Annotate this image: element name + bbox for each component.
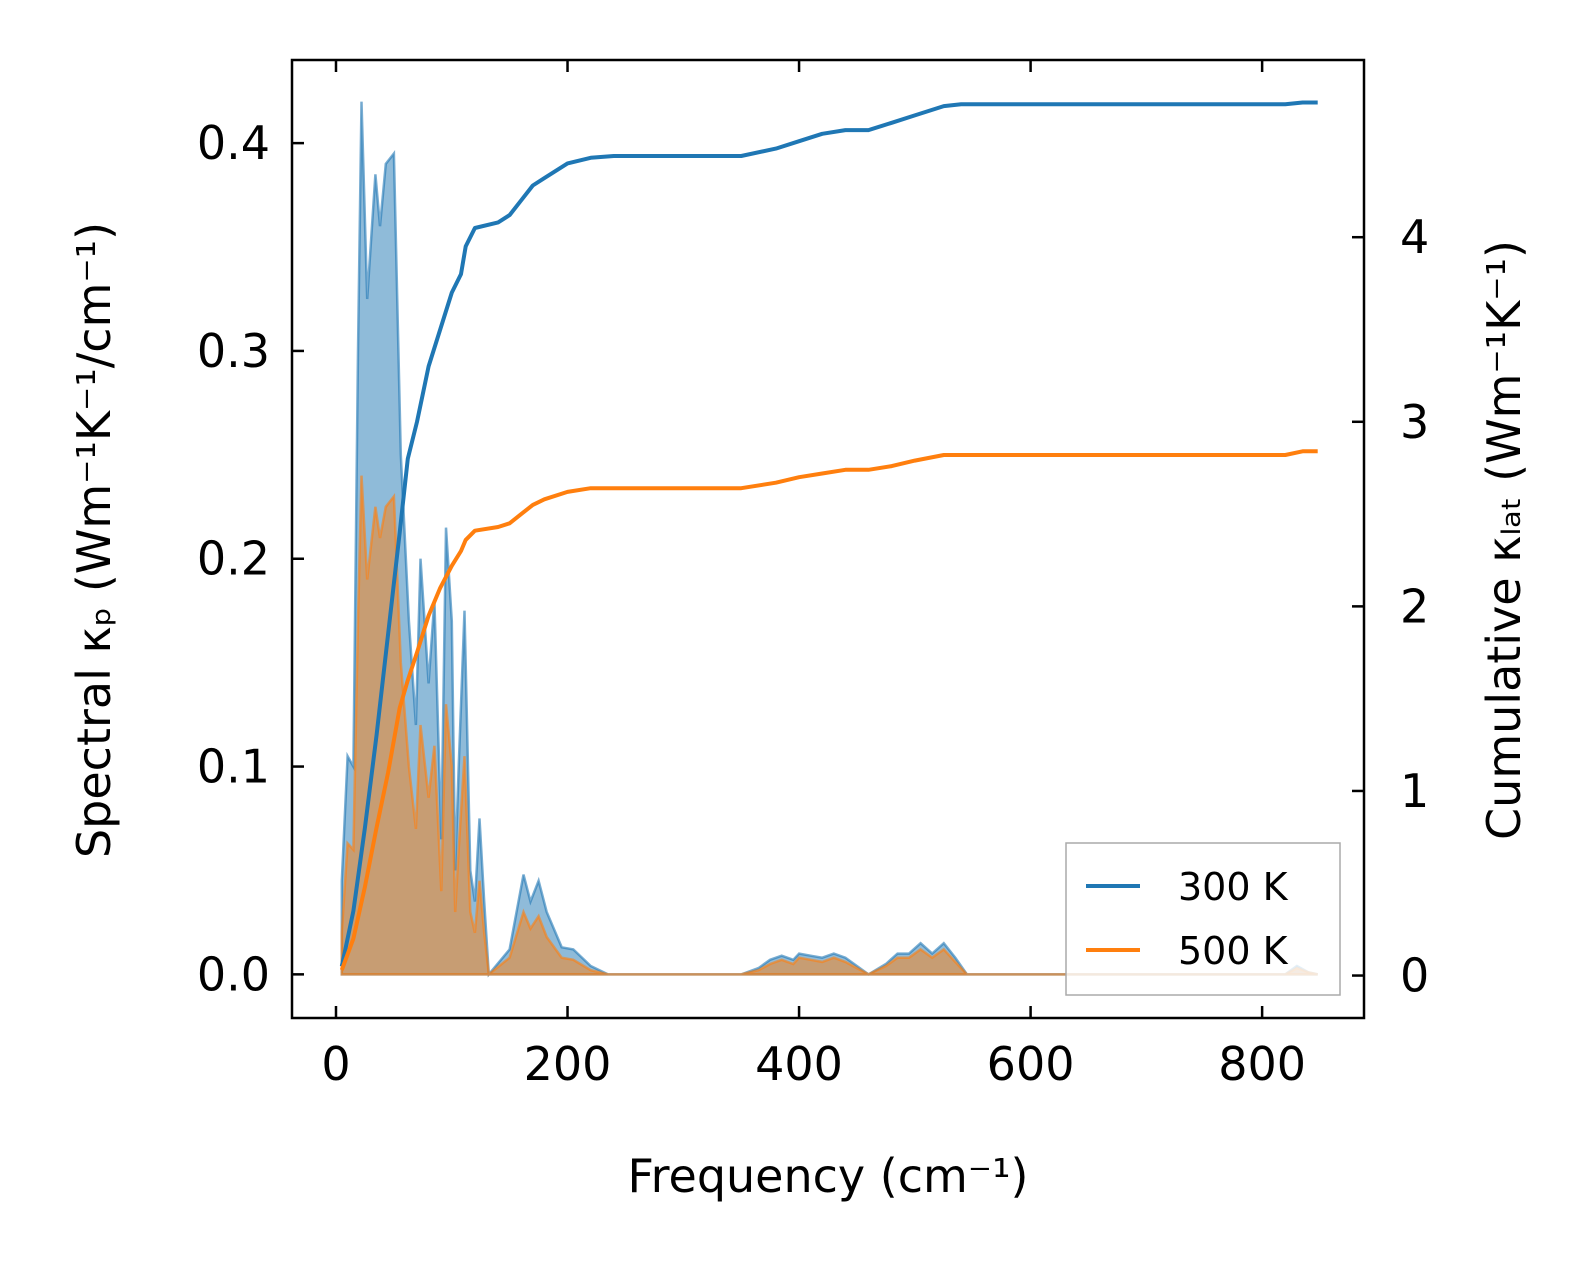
- y-tick-label-left: 0.2: [197, 532, 270, 586]
- legend: 300 K 500 K: [1065, 842, 1341, 996]
- y-tick-label-right: 3: [1400, 395, 1429, 449]
- y-axis-right-label: Cumulative κₗₐₜ (Wm⁻¹K⁻¹): [1477, 240, 1531, 840]
- y-axis-left-label: Spectral κₚ (Wm⁻¹K⁻¹/cm⁻¹): [67, 222, 121, 858]
- cumulative-line-300k: [339, 100, 1318, 967]
- spectral-area-500k: [340, 475, 1318, 977]
- y-tick-label-left: 0.3: [197, 324, 270, 378]
- y-tick-label-right: 2: [1400, 579, 1429, 633]
- series-layer: [339, 100, 1318, 978]
- x-tick-label: 0: [321, 1037, 350, 1091]
- y-tick-label-right: 4: [1400, 210, 1429, 264]
- y-tick-label-left: 0.1: [197, 740, 270, 794]
- legend-box: [1065, 842, 1341, 996]
- y-tick-label-right: 0: [1400, 949, 1429, 1003]
- y-tick-label-left: 0.0: [197, 947, 270, 1001]
- x-tick-label: 200: [524, 1037, 612, 1091]
- y-tick-label-right: 1: [1400, 764, 1429, 818]
- legend-label-300k: 300 K: [1178, 865, 1289, 909]
- y-tick-label-left: 0.4: [197, 116, 270, 170]
- x-tick-label: 600: [987, 1037, 1075, 1091]
- ticks-layer: 0 200 400 600 800 0.0 0.1 0.2 0.3 0.4 0 1 2 3 4: [197, 60, 1429, 1091]
- x-tick-label: 800: [1218, 1037, 1306, 1091]
- plot-frame: [290, 58, 1366, 1020]
- x-axis-label: Frequency (cm⁻¹): [628, 1149, 1029, 1203]
- x-tick-label: 400: [755, 1037, 843, 1091]
- legend-label-500k: 500 K: [1178, 929, 1289, 973]
- cumulative-line-500k: [339, 449, 1318, 971]
